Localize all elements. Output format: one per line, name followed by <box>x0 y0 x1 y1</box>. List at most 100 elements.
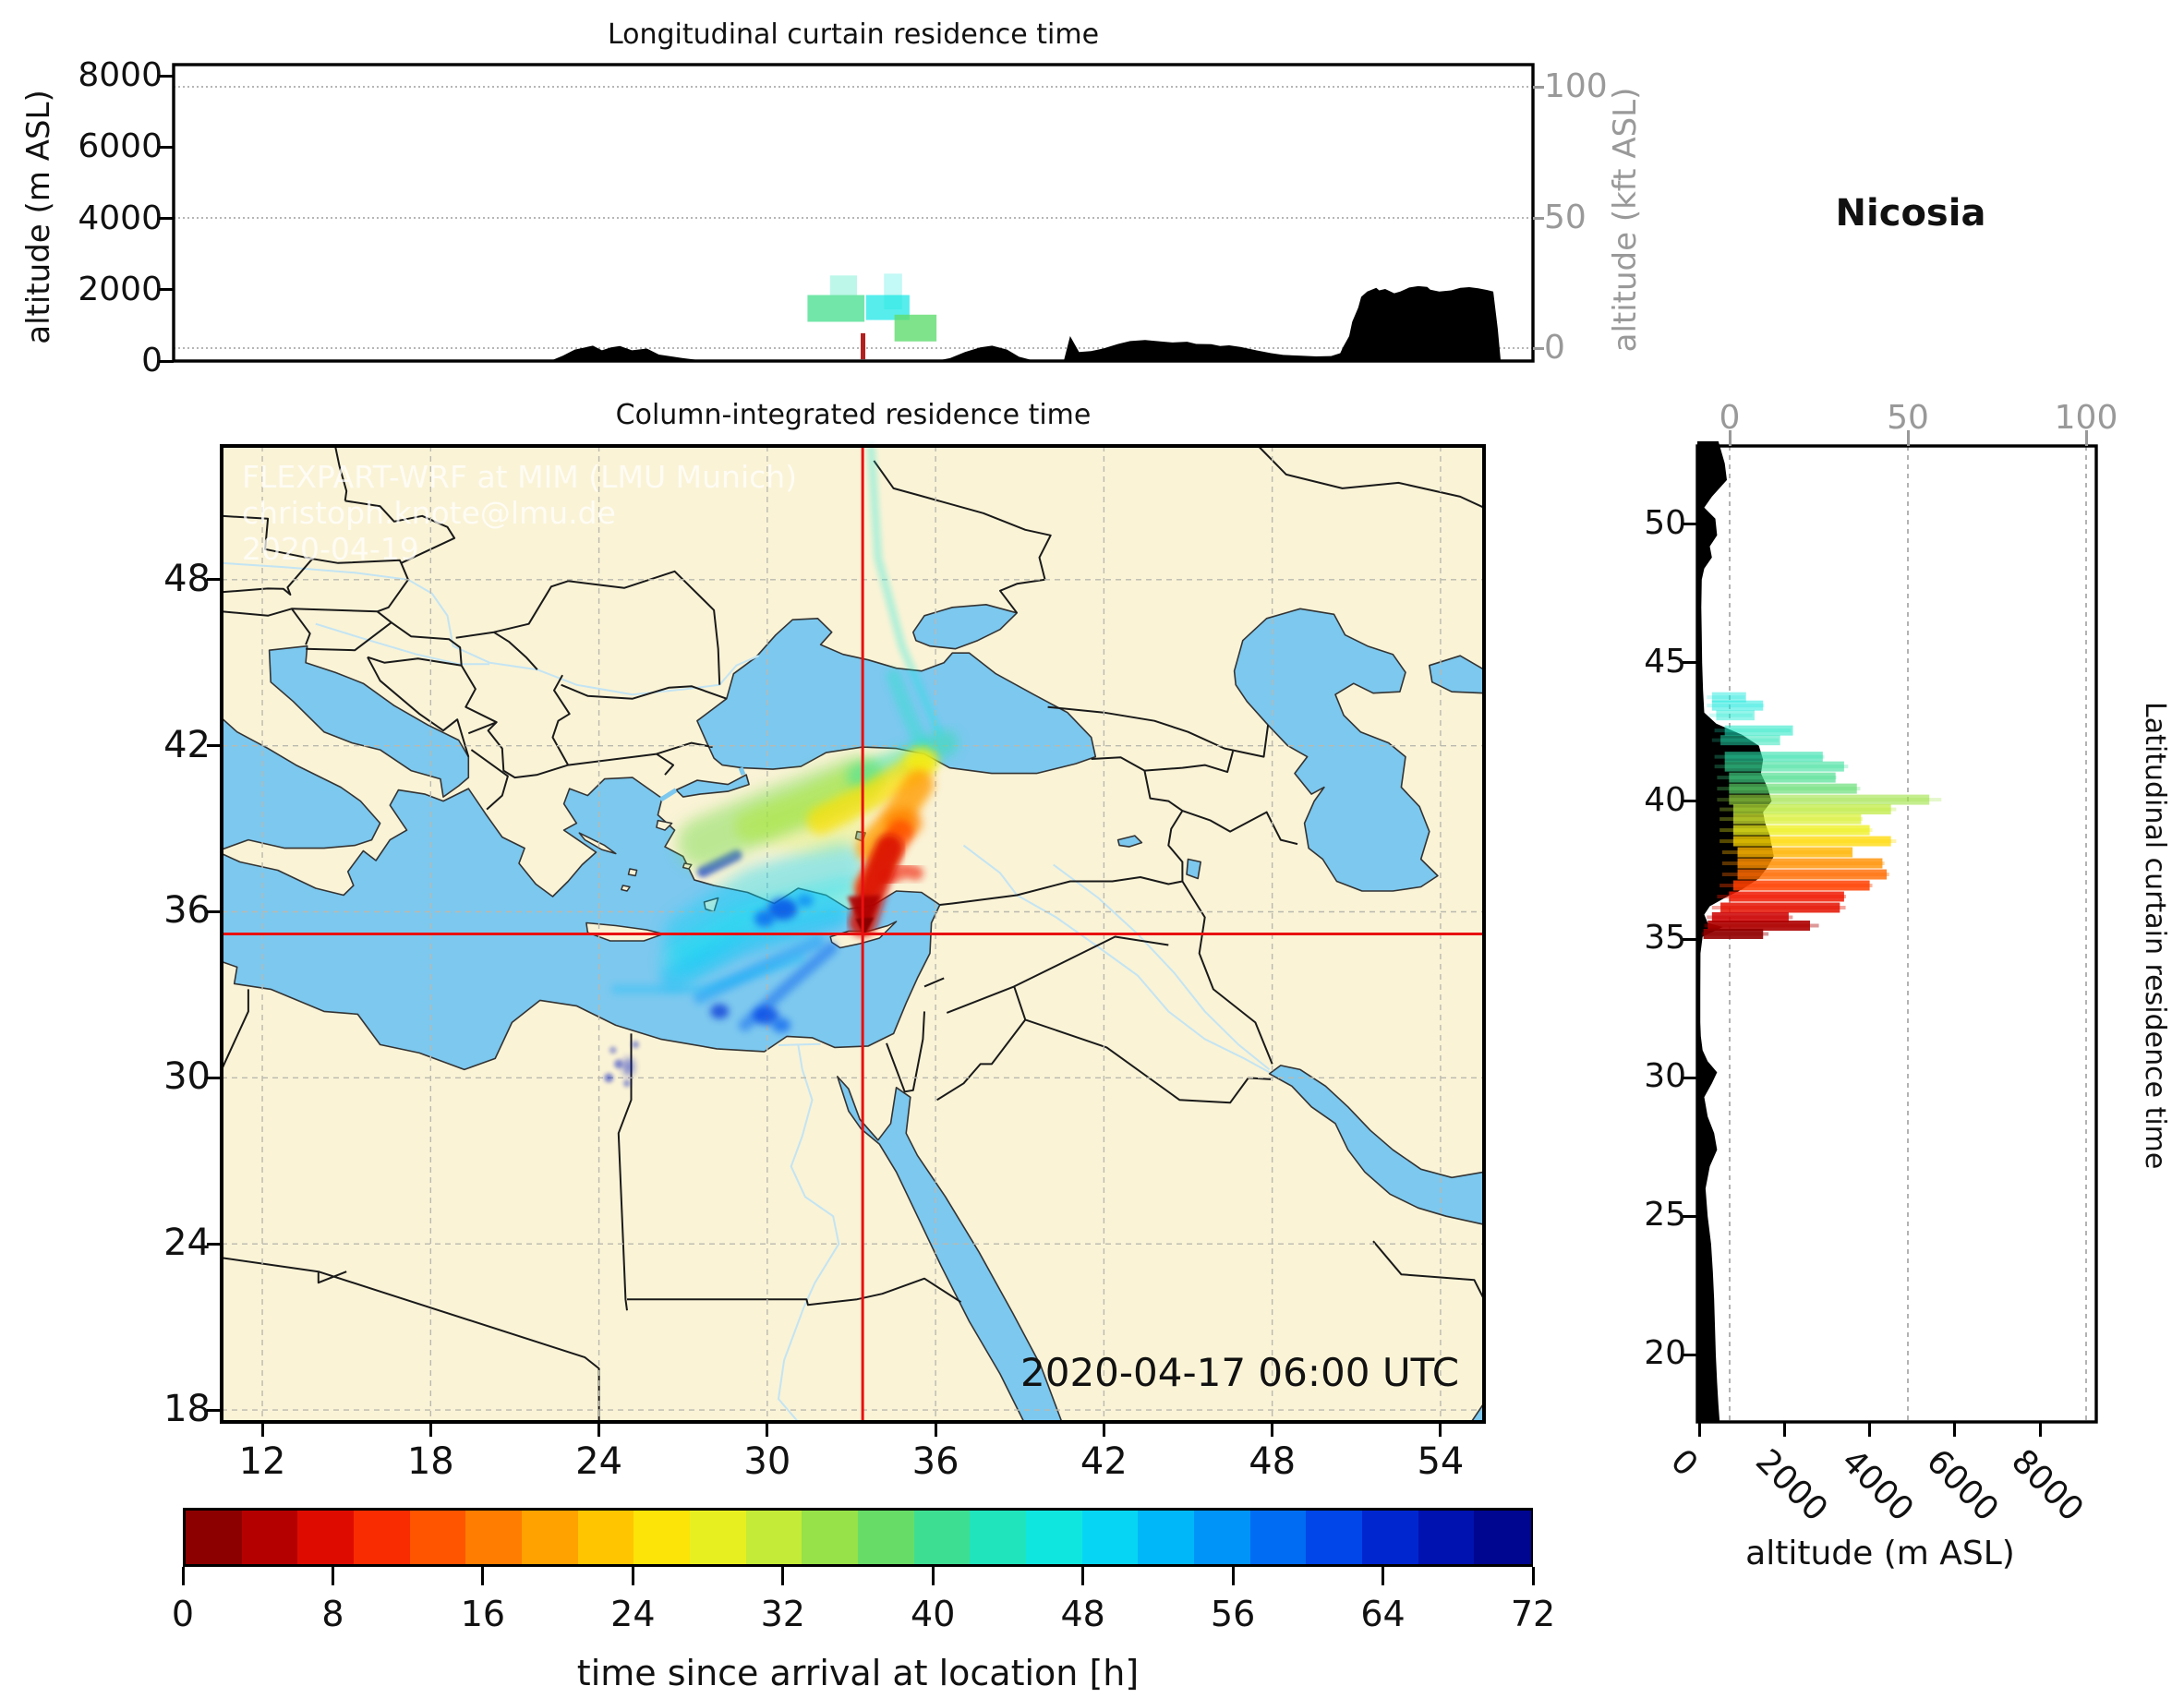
colorbar-band <box>1026 1511 1083 1564</box>
tick-mark <box>481 1567 485 1585</box>
map-xtick: 24 <box>575 1440 623 1483</box>
lat-xtick-kft: 0 <box>1719 399 1741 437</box>
tick-mark <box>1231 1567 1235 1585</box>
lat-xtick-m: 8000 <box>2004 1442 2091 1529</box>
colorbar-band <box>297 1511 355 1564</box>
long-ytick-kft: 0 <box>1544 329 1565 367</box>
colorbar-tick: 0 <box>171 1594 195 1634</box>
latitudinal-curtain-canvas <box>1695 440 2098 1424</box>
tick-mark <box>1531 1567 1535 1585</box>
tick-mark <box>1728 430 1732 446</box>
colorbar-tick: 24 <box>610 1594 656 1634</box>
colorbar-band <box>522 1511 579 1564</box>
colorbar-band <box>745 1511 803 1564</box>
tick-mark <box>931 1567 935 1585</box>
map-xtick: 42 <box>1080 1440 1128 1483</box>
tick-mark <box>1533 216 1544 220</box>
tick-mark <box>159 145 174 149</box>
tick-mark <box>631 1567 634 1585</box>
colorbar-tick: 64 <box>1360 1594 1406 1634</box>
colorbar-tick: 16 <box>460 1594 506 1634</box>
colorbar-band <box>1362 1511 1419 1564</box>
map-xtick: 36 <box>911 1440 959 1483</box>
tick-mark <box>207 1242 222 1246</box>
lat-ytick: 20 <box>1644 1334 1686 1373</box>
colorbar-band <box>913 1511 971 1564</box>
tick-mark <box>934 1422 937 1437</box>
long-ytick-kft: 100 <box>1544 67 1608 105</box>
lat-xtick-m: 4000 <box>1833 1442 1921 1529</box>
longitudinal-title: Longitudinal curtain residence time <box>607 18 1100 51</box>
lat-xtick-m: 0 <box>1663 1442 1706 1485</box>
tick-mark <box>159 217 174 220</box>
longitudinal-ylabel-right: altitude (kft ASL) <box>1607 87 1644 353</box>
tick-mark <box>2038 1422 2042 1437</box>
colorbar-label: time since arrival at location [h] <box>576 1653 1140 1693</box>
colorbar-band <box>1418 1511 1476 1564</box>
map-ytick: 30 <box>163 1055 211 1099</box>
colorbar-tick: 56 <box>1210 1594 1256 1634</box>
watermark-line-3: 2020-04-19 <box>242 531 419 567</box>
longitudinal-curtain-canvas <box>172 63 1535 363</box>
tick-mark <box>1683 937 1697 941</box>
tick-mark <box>1102 1422 1105 1437</box>
colorbar-band <box>465 1511 523 1564</box>
tick-mark <box>1782 1422 1786 1437</box>
tick-mark <box>1533 346 1544 350</box>
tick-mark <box>159 359 174 363</box>
map-ytick: 36 <box>163 889 211 933</box>
colorbar-band <box>690 1511 747 1564</box>
colorbar-band <box>1306 1511 1363 1564</box>
tick-mark <box>1439 1422 1442 1437</box>
tick-mark <box>1382 1567 1385 1585</box>
map-ytick: 18 <box>163 1388 211 1431</box>
map-ytick: 42 <box>163 723 211 766</box>
colorbar-band <box>186 1511 243 1564</box>
tick-mark <box>331 1567 334 1585</box>
map-xtick: 18 <box>406 1440 454 1483</box>
tick-mark <box>1081 1567 1085 1585</box>
lat-ytick: 40 <box>1644 780 1686 819</box>
tick-mark <box>1868 1422 1872 1437</box>
lat-ytick: 45 <box>1644 642 1686 680</box>
colorbar-band <box>1081 1511 1140 1564</box>
latitudinal-ylabel-right: Latitudinal curtain residence time <box>2139 702 2171 1170</box>
colorbar-tick: 8 <box>321 1594 344 1634</box>
tick-mark <box>1683 661 1697 665</box>
tick-mark <box>781 1567 785 1585</box>
colorbar-band <box>1474 1511 1531 1564</box>
long-ytick-kft: 50 <box>1544 199 1587 236</box>
watermark-line-1: FLEXPART-WRF at MIM (LMU Munich) <box>242 459 798 495</box>
tick-mark <box>207 744 222 748</box>
map-xtick: 30 <box>743 1440 791 1483</box>
lat-ytick: 50 <box>1644 503 1686 542</box>
lat-ytick: 25 <box>1644 1196 1686 1234</box>
colorbar-band <box>970 1511 1027 1564</box>
long-ytick-m: 2000 <box>78 270 163 308</box>
tick-mark <box>1683 1214 1697 1218</box>
tick-mark <box>159 74 174 78</box>
tick-mark <box>260 1422 264 1437</box>
station-name: Nicosia <box>1835 192 1986 235</box>
lat-ytick: 30 <box>1644 1057 1686 1096</box>
lat-ytick: 35 <box>1644 919 1686 957</box>
tick-mark <box>159 288 174 292</box>
latitudinal-xlabel: altitude (m ASL) <box>1745 1535 2015 1572</box>
long-ytick-m: 4000 <box>78 199 163 237</box>
tick-mark <box>1683 1353 1697 1356</box>
colorbar-band <box>1249 1511 1308 1564</box>
colorbar-band <box>633 1511 691 1564</box>
map-xtick: 54 <box>1417 1440 1465 1483</box>
tick-mark <box>207 1408 222 1412</box>
tick-mark <box>2084 430 2088 446</box>
colorbar-tick: 72 <box>1510 1594 1556 1634</box>
tick-mark <box>181 1567 185 1585</box>
tick-mark <box>766 1422 769 1437</box>
tick-mark <box>428 1422 432 1437</box>
colorbar-band <box>241 1511 299 1564</box>
map-xtick: 12 <box>238 1440 286 1483</box>
tick-mark <box>1697 1422 1701 1437</box>
map-ytick: 24 <box>163 1222 211 1265</box>
tick-mark <box>1533 85 1544 89</box>
